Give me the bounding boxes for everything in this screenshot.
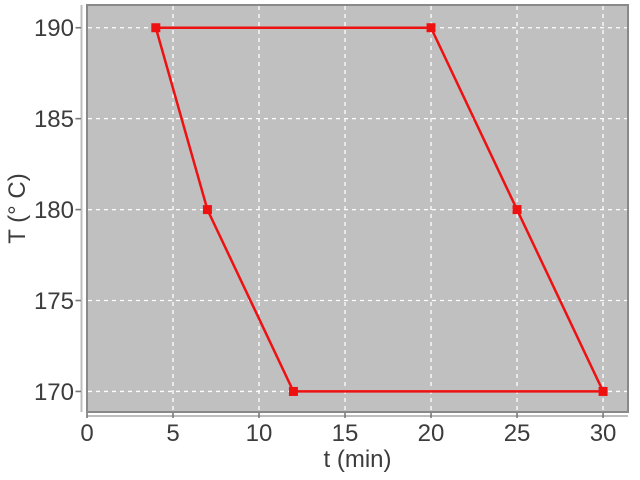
data-point-marker	[512, 205, 522, 215]
y-tick-label: 175	[34, 288, 74, 315]
x-tick-label: 0	[80, 420, 93, 447]
x-tick-label: 10	[246, 420, 273, 447]
x-tick-label: 25	[504, 420, 531, 447]
x-tick-label: 30	[590, 420, 617, 447]
y-tick-label: 180	[34, 197, 74, 224]
ticks-group	[75, 26, 604, 418]
plot-background-group	[86, 4, 629, 413]
data-point-marker	[426, 23, 436, 33]
y-axis-title: T (° C)	[4, 173, 31, 243]
x-tick-label: 15	[332, 420, 359, 447]
data-point-marker	[202, 205, 212, 215]
x-tick-label: 5	[166, 420, 179, 447]
y-tick-label: 170	[34, 379, 74, 406]
axis-lines-group	[80, 5, 628, 417]
data-point-marker	[288, 386, 298, 396]
y-tick-label: 185	[34, 106, 74, 133]
data-point-marker	[598, 386, 608, 396]
tick-labels-group: 0 5 10 15 20 25 30 170 175 180 185 190	[34, 15, 616, 447]
x-tick-label: 20	[418, 420, 445, 447]
x-axis-title: t (min)	[324, 446, 392, 473]
series-group	[151, 23, 608, 396]
y-tick-label: 190	[34, 15, 74, 42]
data-point-marker	[151, 23, 161, 33]
plot-area	[86, 4, 629, 413]
